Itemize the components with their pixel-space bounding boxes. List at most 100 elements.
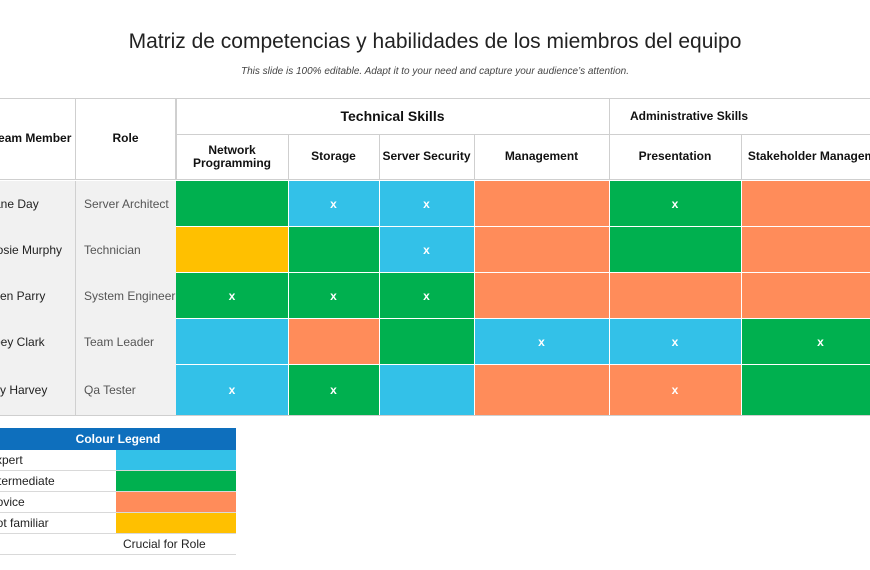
legend-row: Not familiar	[0, 513, 236, 534]
skill-cell	[474, 365, 609, 415]
grid-line	[609, 98, 610, 134]
team-member-role: Team Leader	[75, 319, 176, 365]
team-member-role: System Engineer	[75, 273, 176, 319]
group-header-technical: Technical Skills	[176, 98, 609, 134]
skill-cell	[288, 319, 379, 365]
skill-cell: x	[474, 319, 609, 365]
grid-line	[176, 134, 870, 135]
skill-cell	[176, 319, 288, 365]
legend-swatch	[116, 513, 236, 533]
skill-cell	[379, 365, 474, 415]
grid-line	[176, 134, 177, 179]
grid-line	[288, 134, 289, 179]
grid-line	[176, 98, 177, 134]
skill-cell	[288, 227, 379, 273]
grid-line	[0, 415, 870, 416]
legend-swatch	[116, 492, 236, 512]
skill-header-6: Stakeholder Management	[741, 134, 870, 179]
skill-cell: x	[609, 319, 741, 365]
team-member-name-label: Rosie Murphy	[0, 243, 63, 257]
legend-label: Not familiar	[0, 513, 115, 533]
legend-label-text: Intermediate	[0, 474, 55, 488]
skill-cell	[609, 227, 741, 273]
skill-cell	[741, 227, 870, 273]
page-subtitle: This slide is 100% editable. Adapt it to…	[240, 66, 630, 77]
grid-line	[75, 98, 76, 179]
skill-cell	[741, 181, 870, 227]
legend-title: Colour Legend	[0, 428, 236, 450]
column-header-team-member: Team Member	[0, 98, 75, 179]
grid-line	[474, 181, 475, 415]
skill-cell: x	[609, 365, 741, 415]
grid-line	[0, 179, 870, 180]
legend-row: Intermediate	[0, 471, 236, 492]
legend-label-text: Not familiar	[0, 516, 49, 530]
grid-line	[379, 181, 380, 415]
skill-cell: x	[379, 181, 474, 227]
skill-cell: x	[379, 227, 474, 273]
grid-line	[176, 364, 870, 365]
legend-row: Novice	[0, 492, 236, 513]
team-member-name-label: Lily Harvey	[0, 383, 48, 397]
skill-cell: x	[379, 273, 474, 319]
grid-line	[379, 134, 380, 179]
skill-cell	[474, 273, 609, 319]
skill-cell	[474, 181, 609, 227]
skill-header-3: Server Security	[379, 134, 474, 179]
skill-cell	[474, 227, 609, 273]
legend-swatch	[116, 471, 236, 491]
skill-header-2: Storage	[288, 134, 379, 179]
grid-line	[609, 134, 610, 179]
team-member-role: Server Architect	[75, 181, 176, 227]
legend-label: Intermediate	[0, 471, 115, 491]
legend-row: Expert	[0, 450, 236, 471]
skill-cell	[379, 319, 474, 365]
column-header-role: Role	[75, 98, 176, 179]
legend-label: Novice	[0, 492, 115, 512]
skill-header-5: Presentation	[609, 134, 741, 179]
team-member-name: Rosie Murphy	[0, 227, 75, 273]
page-title: Matriz de competencias y habilidades de …	[128, 30, 742, 53]
grid-line	[741, 181, 742, 415]
skill-cell	[609, 273, 741, 319]
skill-header-1: Network Programming	[176, 134, 288, 179]
skill-cell: x	[288, 365, 379, 415]
grid-line	[0, 98, 870, 99]
skill-cell: x	[176, 365, 288, 415]
legend-crucial-label: Crucial for Role	[123, 537, 206, 551]
grid-line	[609, 181, 610, 415]
grid-line	[176, 272, 870, 273]
grid-line	[474, 134, 475, 179]
team-member-role: Technician	[75, 227, 176, 273]
skill-header-4: Management	[474, 134, 609, 179]
team-member-name-label: Jane Day	[0, 197, 39, 211]
team-member-name-label: Joey Clark	[0, 335, 45, 349]
grid-line	[176, 226, 870, 227]
group-header-administrative: Administrative Skills	[609, 98, 870, 134]
team-member-name: Jane Day	[0, 181, 75, 227]
team-member-name-label: Glen Parry	[0, 289, 46, 303]
skill-cell: x	[741, 319, 870, 365]
legend-label-text: Expert	[0, 453, 23, 467]
team-member-role: Qa Tester	[75, 365, 176, 415]
legend-label: Expert	[0, 450, 115, 470]
skill-cell	[741, 273, 870, 319]
skill-cell	[176, 181, 288, 227]
team-member-name: Lily Harvey	[0, 365, 75, 415]
skill-cell: x	[609, 181, 741, 227]
skill-cell	[741, 365, 870, 415]
skill-cell: x	[288, 181, 379, 227]
team-member-name: Glen Parry	[0, 273, 75, 319]
legend-label-text: Novice	[0, 495, 25, 509]
legend-row-crucial: Crucial for Role	[0, 534, 236, 555]
skill-cell: x	[176, 273, 288, 319]
column-header-team-member-label: Team Member	[0, 131, 72, 145]
grid-line	[741, 134, 742, 179]
skill-cell: x	[288, 273, 379, 319]
team-member-name: Joey Clark	[0, 319, 75, 365]
grid-line	[288, 181, 289, 415]
group-header-administrative-label: Administrative Skills	[630, 108, 749, 123]
skill-cell	[176, 227, 288, 273]
legend-swatch	[116, 450, 236, 470]
grid-line	[176, 318, 870, 319]
